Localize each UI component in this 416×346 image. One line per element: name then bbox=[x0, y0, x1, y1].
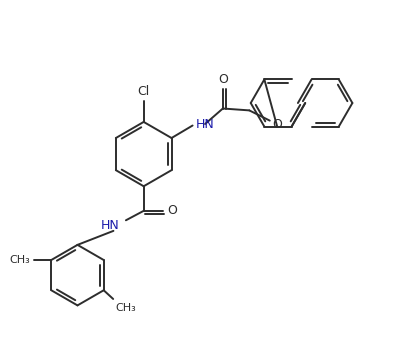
Text: O: O bbox=[167, 204, 177, 217]
Text: Cl: Cl bbox=[138, 85, 150, 98]
Text: HN: HN bbox=[100, 219, 119, 233]
Text: O: O bbox=[272, 118, 282, 131]
Text: HN: HN bbox=[196, 118, 214, 131]
Text: CH₃: CH₃ bbox=[115, 303, 136, 313]
Text: O: O bbox=[218, 73, 228, 86]
Text: CH₃: CH₃ bbox=[10, 255, 30, 265]
